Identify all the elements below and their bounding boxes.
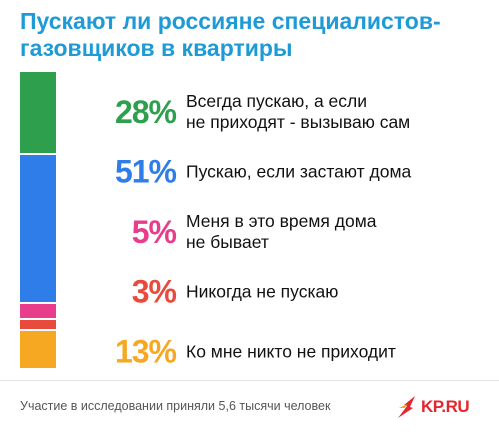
category-label: Пускаю, если застают дома (186, 161, 412, 182)
logo-text: KP.RU (421, 397, 470, 416)
kp-bird-logo-icon (398, 396, 415, 418)
legend-row: 13% Ко мне никто не приходит (90, 334, 495, 371)
bar-segment (20, 303, 56, 318)
bar-segment (20, 330, 56, 368)
bar-segment (20, 319, 56, 329)
footer-divider (0, 380, 499, 381)
value-label: 51% (114, 153, 177, 190)
legend-row: 51% Пускаю, если застают дома (90, 154, 495, 191)
legend-rows: 28% Всегда пускаю, а если не приходят - в… (90, 72, 495, 371)
value-label: 13% (114, 333, 177, 370)
category-label: Никогда не пускаю (186, 281, 339, 302)
footer-note: Участие в исследовании приняли 5,6 тысяч… (20, 399, 331, 413)
value-label: 28% (114, 93, 177, 130)
stacked-bar (20, 72, 56, 368)
legend-row: 5% Меня в это время дома не бывает (90, 211, 495, 253)
value-label: 5% (131, 213, 177, 250)
legend-row: 28% Всегда пускаю, а если не приходят - в… (90, 91, 495, 133)
bar-segment (20, 154, 56, 302)
category-label: Меня в это время дома не бывает (186, 211, 377, 252)
bar-segment (20, 72, 56, 153)
legend-row: 3% Никогда не пускаю (90, 274, 495, 311)
kp-logo[interactable]: KP.RU (395, 392, 495, 422)
category-label: Ко мне никто не приходит (186, 341, 396, 362)
category-label: Всегда пускаю, а если не приходят - вызы… (186, 91, 411, 132)
value-label: 3% (131, 273, 177, 310)
chart-title: Пускают ли россияне специалистов- газовщ… (20, 8, 441, 61)
